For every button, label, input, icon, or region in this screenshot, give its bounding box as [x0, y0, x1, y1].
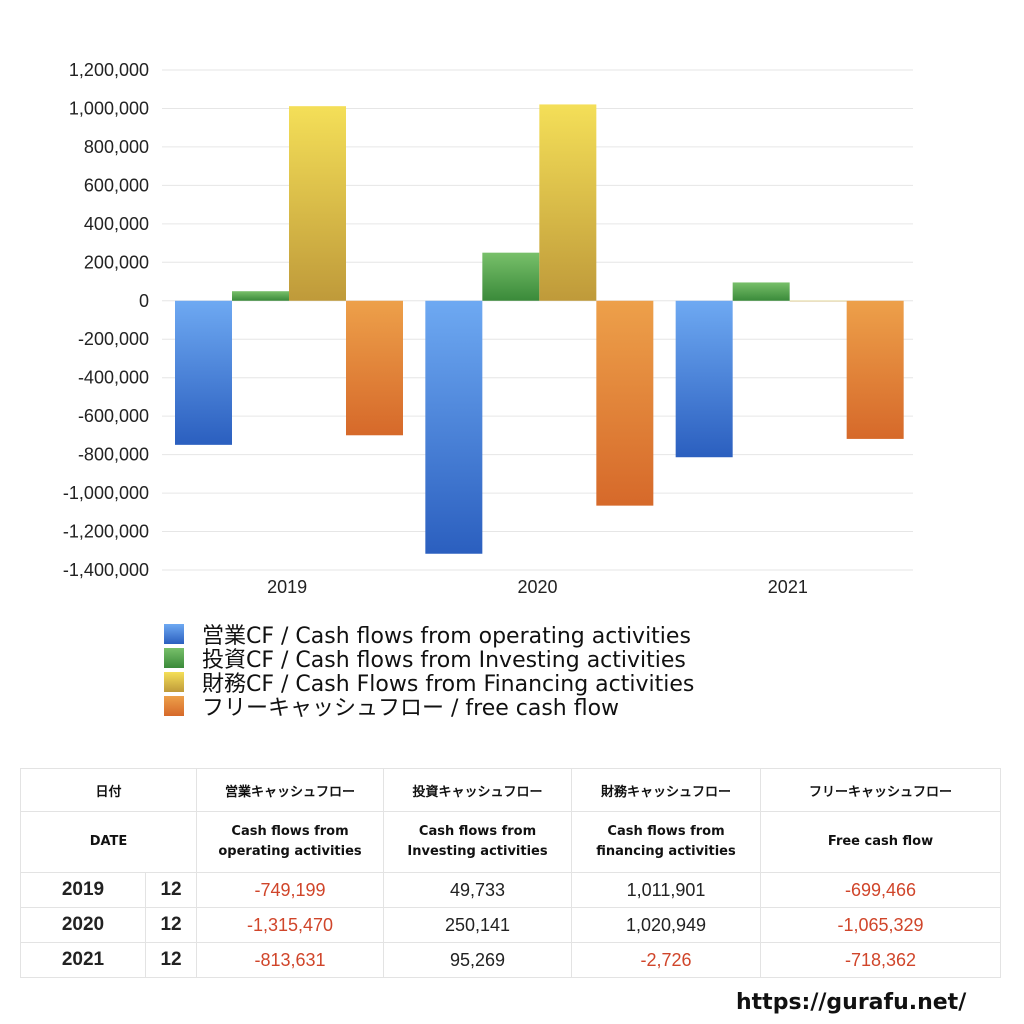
- bar-free-2021: [846, 300, 904, 439]
- header-date-en: DATE: [19, 811, 198, 873]
- legend-item-financing: 財務CF / Cash Flows from Financing activit…: [164, 670, 694, 697]
- y-tick-label: 0: [139, 291, 149, 311]
- bar-operating-2019: [175, 300, 232, 445]
- y-tick-label: 200,000: [84, 252, 149, 272]
- header-date-jp: 日付: [19, 768, 198, 812]
- header-free-en: Free cash flow: [760, 811, 1002, 873]
- bar-operating-2020: [425, 300, 483, 554]
- x-tick-label: 2019: [267, 577, 307, 597]
- legend-item-operating: 営業CF / Cash flows from operating activit…: [164, 622, 694, 649]
- y-tick-label: -600,000: [78, 406, 149, 426]
- gridlines: [162, 69, 913, 571]
- cell-operating: -749,199: [196, 872, 385, 908]
- table-header-jp: 日付 営業キャッシュフロー 投資キャッシュフロー 財務キャッシュフロー フリーキ…: [19, 768, 1002, 812]
- x-tick-label: 2020: [517, 577, 557, 597]
- y-tick-label: 1,000,000: [69, 98, 149, 118]
- legend-swatch-investing: [164, 648, 184, 668]
- legend-label-free: フリーキャッシュフロー / free cash flow: [202, 696, 620, 721]
- y-tick-label: 600,000: [84, 175, 149, 195]
- legend-swatch-financing: [164, 672, 184, 692]
- table-header-en: DATE Cash flows from operating activitie…: [19, 811, 1002, 873]
- cell-investing: 250,141: [383, 907, 573, 943]
- table-row: 2019 12 -749,199 49,733 1,011,901 -699,4…: [20, 872, 1002, 908]
- y-tick-label: -1,200,000: [63, 522, 149, 542]
- bar-investing-2019: [232, 291, 289, 301]
- x-tick-label: 2021: [768, 577, 808, 597]
- y-tick-label: -1,000,000: [63, 483, 149, 503]
- header-free-jp: フリーキャッシュフロー: [760, 768, 1002, 812]
- y-tick-label: -200,000: [78, 329, 149, 349]
- bar-operating-2021: [675, 300, 733, 458]
- y-tick-label: 800,000: [84, 137, 149, 157]
- y-tick-label: -800,000: [78, 445, 149, 465]
- y-tick-label: 1,200,000: [69, 60, 149, 80]
- cell-financing: 1,011,901: [571, 872, 762, 908]
- legend-item-investing: 投資CF / Cash flows from Investing activit…: [164, 646, 694, 673]
- row-month: 12: [144, 907, 198, 943]
- legend: 営業CF / Cash flows from operating activit…: [164, 622, 694, 721]
- row-year: 2020: [20, 907, 146, 943]
- y-tick-label: -1,400,000: [63, 560, 149, 580]
- cell-free: -699,466: [760, 872, 1002, 908]
- legend-swatch-operating: [164, 624, 184, 644]
- bar-free-2019: [346, 300, 403, 436]
- row-month: 12: [144, 942, 198, 978]
- cash-flow-table: 日付 営業キャッシュフロー 投資キャッシュフロー 財務キャッシュフロー フリーキ…: [19, 768, 1002, 978]
- cell-free: -718,362: [760, 942, 1002, 978]
- bar-investing-2020: [482, 252, 540, 301]
- legend-label-operating: 営業CF / Cash flows from operating activit…: [202, 624, 691, 649]
- bar-financing-2021: [789, 300, 847, 302]
- x-axis-ticks: 2019 2020 2021: [267, 577, 808, 597]
- header-investing-jp: 投資キャッシュフロー: [383, 768, 573, 812]
- header-operating-en: Cash flows from operating activities: [196, 811, 385, 873]
- legend-swatch-free: [164, 696, 184, 716]
- header-financing-jp: 財務キャッシュフロー: [571, 768, 762, 812]
- bars: [175, 104, 904, 554]
- table-row: 2021 12 -813,631 95,269 -2,726 -718,362: [20, 942, 1002, 978]
- legend-label-investing: 投資CF / Cash flows from Investing activit…: [202, 648, 686, 673]
- header-operating-jp: 営業キャッシュフロー: [196, 768, 385, 812]
- site-url[interactable]: https://gurafu.net/: [736, 990, 967, 1015]
- cell-investing: 95,269: [383, 942, 573, 978]
- y-tick-label: 400,000: [84, 214, 149, 234]
- cell-free: -1,065,329: [760, 907, 1002, 943]
- legend-label-financing: 財務CF / Cash Flows from Financing activit…: [202, 672, 695, 697]
- table-row: 2020 12 -1,315,470 250,141 1,020,949 -1,…: [20, 907, 1002, 943]
- cell-financing: -2,726: [571, 942, 762, 978]
- bar-free-2020: [596, 300, 654, 506]
- y-tick-label: -400,000: [78, 368, 149, 388]
- y-axis-ticks: 1,200,000 1,000,000 800,000 600,000 400,000 2…: [63, 60, 149, 580]
- legend-item-free: フリーキャッシュフロー / free cash flow: [164, 694, 694, 721]
- header-investing-en: Cash flows from Investing activities: [383, 811, 573, 873]
- cell-operating: -813,631: [196, 942, 385, 978]
- header-financing-en: Cash flows from financing activities: [571, 811, 762, 873]
- bar-financing-2020: [539, 104, 597, 301]
- row-month: 12: [144, 872, 198, 908]
- cell-operating: -1,315,470: [196, 907, 385, 943]
- bar-investing-2021: [732, 282, 790, 301]
- row-year: 2021: [20, 942, 146, 978]
- row-year: 2019: [20, 872, 146, 908]
- bar-financing-2019: [289, 106, 346, 301]
- cash-flow-chart: 1,200,000 1,000,000 800,000 600,000 400,000 2…: [63, 60, 913, 597]
- cell-investing: 49,733: [383, 872, 573, 908]
- cell-financing: 1,020,949: [571, 907, 762, 943]
